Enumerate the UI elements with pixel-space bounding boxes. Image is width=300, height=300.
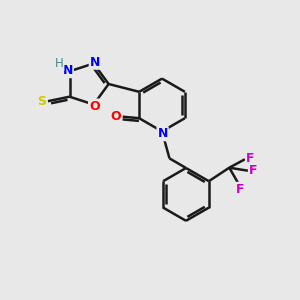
Text: O: O: [111, 110, 121, 123]
Text: O: O: [89, 100, 100, 112]
Text: N: N: [90, 56, 100, 69]
Text: H: H: [55, 57, 63, 70]
Text: N: N: [158, 127, 168, 140]
Text: F: F: [249, 164, 257, 177]
Text: N: N: [62, 64, 73, 77]
Text: F: F: [236, 183, 244, 196]
Text: F: F: [246, 152, 254, 165]
Text: S: S: [38, 95, 46, 108]
